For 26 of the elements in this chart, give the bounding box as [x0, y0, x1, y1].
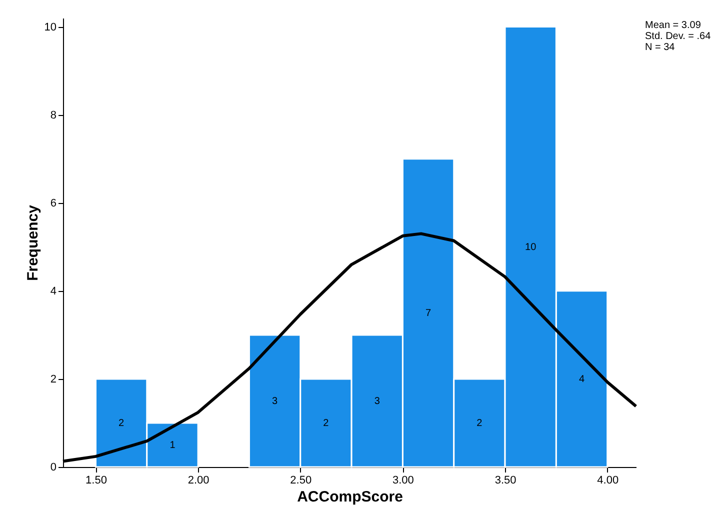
data-label: 7 [426, 308, 432, 319]
x-tick-label: 1.50 [86, 474, 107, 486]
data-label: 1 [170, 440, 176, 451]
x-tick-label: 4.00 [597, 474, 619, 486]
data-label: 2 [118, 418, 125, 429]
y-axis-title: Frequency [24, 204, 42, 281]
y-tick-label: 8 [50, 109, 56, 122]
data-label: 3 [374, 396, 380, 407]
x-tick-label: 2.00 [188, 474, 210, 486]
y-tick-label: 0 [50, 462, 56, 474]
x-tick-label: 3.50 [494, 474, 516, 486]
data-label: 3 [272, 396, 278, 407]
y-tick-label: 10 [44, 21, 56, 34]
x-tick-label: 3.00 [392, 474, 414, 486]
text: Mean = 3.09 [645, 20, 702, 31]
x-tick-label: 2.50 [290, 474, 312, 486]
data-label: 4 [578, 374, 585, 385]
y-tick-label: 4 [50, 285, 56, 298]
y-tick-label: 6 [50, 197, 56, 210]
x-axis-title: ACCompScore [297, 488, 403, 506]
data-label: 2 [476, 418, 483, 429]
data-label: 2 [323, 418, 330, 429]
text: N = 34 [645, 42, 676, 53]
text: Std. Dev. = .64 [645, 31, 711, 42]
y-tick-label: 2 [50, 373, 56, 386]
data-label: 10 [525, 242, 537, 253]
